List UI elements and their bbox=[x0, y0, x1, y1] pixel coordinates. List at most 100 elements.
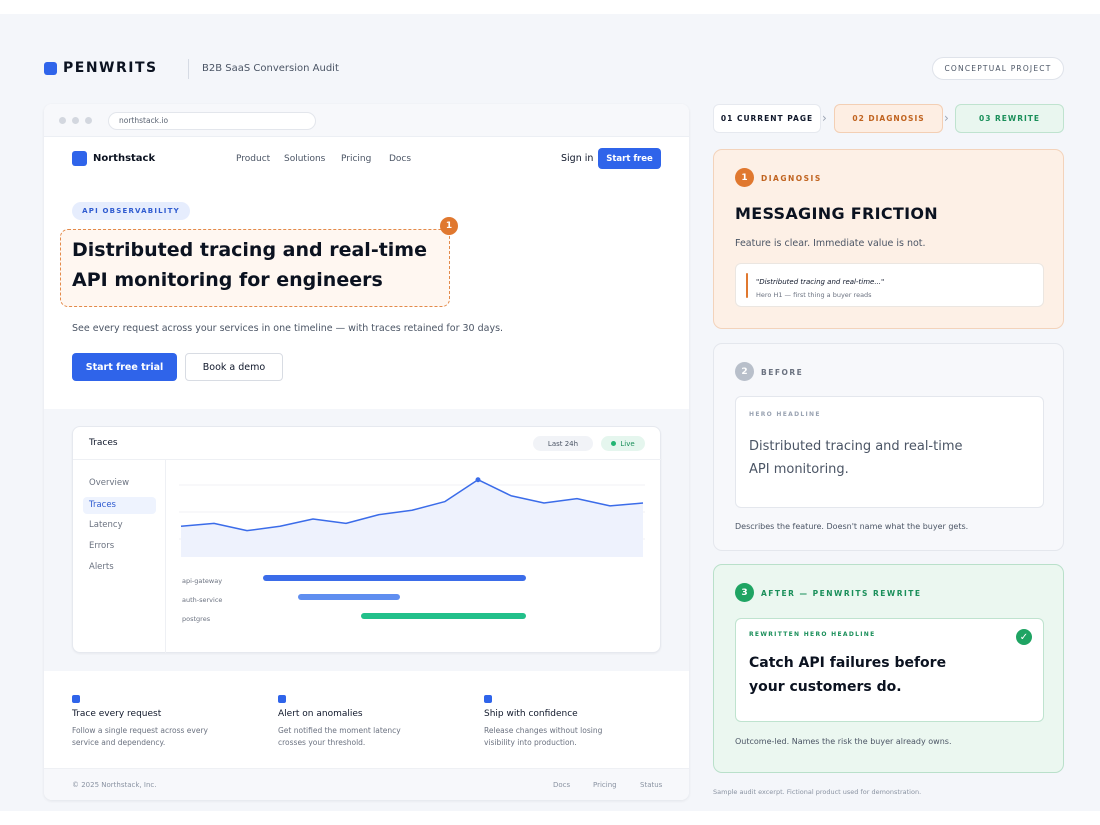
after-number-badge: 3 bbox=[735, 583, 754, 602]
bottom-strip bbox=[0, 811, 1100, 825]
hero-highlight-box bbox=[60, 229, 450, 307]
header-subtitle: B2B SaaS Conversion Audit bbox=[202, 63, 339, 74]
feature-desc: Follow a single request across every ser… bbox=[72, 725, 232, 749]
footer-link-docs[interactable]: Docs bbox=[553, 781, 571, 789]
dashboard-card: Traces Last 24h Live Overview Traces Lat… bbox=[72, 426, 662, 653]
step-rewrite[interactable]: 03 REWRITE bbox=[955, 104, 1064, 133]
sidebar-item-traces[interactable]: Traces bbox=[89, 500, 116, 510]
live-status-pill: Live bbox=[601, 436, 645, 451]
diagnosis-number-badge: 1 bbox=[735, 168, 754, 187]
sidebar-item-overview[interactable]: Overview bbox=[89, 478, 130, 488]
dashboard-divider bbox=[73, 459, 662, 460]
after-headline-box: REWRITTEN HERO HEADLINE ✓ Catch API fail… bbox=[735, 618, 1044, 722]
feature-desc: Release changes without losing visibilit… bbox=[484, 725, 644, 749]
nav-link-docs[interactable]: Docs bbox=[389, 154, 412, 164]
feature-desc: Get notified the moment latency crosses … bbox=[278, 725, 438, 749]
feature-bullet-icon bbox=[484, 695, 492, 703]
chart-peak-point bbox=[475, 477, 481, 483]
sidebar-item-latency[interactable]: Latency bbox=[89, 520, 123, 530]
footer-link-pricing[interactable]: Pricing bbox=[593, 781, 617, 789]
feature-title: Ship with confidence bbox=[484, 709, 578, 719]
before-headline-line2: API monitoring. bbox=[749, 462, 849, 477]
northstack-logo-icon bbox=[72, 151, 87, 166]
before-number-badge: 2 bbox=[735, 362, 754, 381]
window-dot-icon bbox=[59, 117, 66, 124]
before-headline-line1: Distributed tracing and real-time bbox=[749, 439, 963, 454]
after-headline-line1: Catch API failures before bbox=[749, 655, 947, 671]
chevron-right-icon: › bbox=[822, 111, 827, 125]
nav-link-product[interactable]: Product bbox=[236, 154, 271, 164]
quote-accent-bar bbox=[746, 273, 748, 298]
before-card: 2 BEFORE HERO HEADLINE Distributed traci… bbox=[713, 343, 1064, 551]
after-label: REWRITTEN HERO HEADLINE bbox=[749, 631, 876, 638]
quote-caption: Hero H1 — first thing a buyer reads bbox=[756, 291, 872, 299]
diagnosis-quote: "Distributed tracing and real-time..." H… bbox=[735, 263, 1044, 307]
northstack-brand[interactable]: Northstack bbox=[93, 153, 156, 164]
before-note: Describes the feature. Doesn't name what… bbox=[735, 522, 969, 531]
sidebar-item-errors[interactable]: Errors bbox=[89, 541, 115, 551]
annotation-marker: 1 bbox=[440, 217, 458, 235]
after-headline: Catch API failures before your customers… bbox=[749, 651, 1039, 699]
feature-desc-line: Follow a single request across every bbox=[72, 726, 208, 735]
footer-link-status[interactable]: Status bbox=[640, 781, 663, 789]
api-observability-badge: API OBSERVABILITY bbox=[72, 202, 190, 220]
time-range-pill[interactable]: Last 24h bbox=[533, 436, 593, 451]
live-status-label: Live bbox=[620, 439, 635, 448]
browser-window: northstack.io Northstack Product Solutio… bbox=[44, 104, 689, 800]
hero-subtext: See every request across your services i… bbox=[72, 323, 504, 334]
footnote: Sample audit excerpt. Fictional product … bbox=[713, 788, 922, 796]
feature-desc-line: crosses your threshold. bbox=[278, 738, 366, 747]
conceptual-project-tag: CONCEPTUAL PROJECT bbox=[932, 57, 1064, 80]
feature-desc-line: service and dependency. bbox=[72, 738, 166, 747]
after-headline-line2: your customers do. bbox=[749, 679, 902, 695]
sidebar-active-highlight bbox=[83, 497, 156, 514]
after-note: Outcome-led. Names the risk the buyer al… bbox=[735, 737, 952, 746]
start-free-button[interactable]: Start free bbox=[598, 148, 661, 169]
service-label-auth-service: auth-service bbox=[182, 596, 223, 604]
step-current-page[interactable]: 01 CURRENT PAGE bbox=[713, 104, 821, 133]
diagnosis-title: MESSAGING FRICTION bbox=[735, 204, 938, 223]
after-card: 3 AFTER — PENWRITS REWRITE REWRITTEN HER… bbox=[713, 564, 1064, 773]
diagnosis-eyebrow: DIAGNOSIS bbox=[761, 174, 822, 183]
brand-logo-icon bbox=[44, 61, 57, 75]
dashboard-sidebar-divider bbox=[165, 460, 166, 653]
service-label-postgres: postgres bbox=[182, 615, 211, 623]
start-free-trial-button[interactable]: Start free trial bbox=[72, 353, 177, 381]
after-eyebrow: AFTER — PENWRITS REWRITE bbox=[761, 589, 922, 598]
chart-area bbox=[181, 479, 643, 557]
penwrits-brand: PENWRITS bbox=[44, 60, 158, 76]
feature-bullet-icon bbox=[72, 695, 80, 703]
before-eyebrow: BEFORE bbox=[761, 368, 804, 377]
top-strip bbox=[0, 0, 1100, 14]
service-span-bar bbox=[360, 613, 527, 619]
hero-headline-line2: API monitoring for engineers bbox=[72, 269, 383, 291]
service-span-bar bbox=[297, 594, 401, 600]
service-label-api-gateway: api-gateway bbox=[182, 577, 223, 585]
window-dot-icon bbox=[85, 117, 92, 124]
before-headline-box: HERO HEADLINE Distributed tracing and re… bbox=[735, 396, 1044, 508]
brand-name: PENWRITS bbox=[63, 60, 158, 76]
window-dot-icon bbox=[72, 117, 79, 124]
feature-title: Alert on anomalies bbox=[278, 709, 363, 719]
step-diagnosis[interactable]: 02 DIAGNOSIS bbox=[834, 104, 943, 133]
checkmark-icon: ✓ bbox=[1016, 629, 1032, 645]
traces-line-chart bbox=[179, 477, 645, 557]
feature-title: Trace every request bbox=[72, 709, 162, 719]
nav-link-solutions[interactable]: Solutions bbox=[284, 154, 326, 164]
feature-desc-line: visibility into production. bbox=[484, 738, 577, 747]
dashboard-title: Traces bbox=[89, 438, 118, 448]
hero-headline-line1: Distributed tracing and real-time bbox=[72, 239, 427, 261]
diagnosis-card: 1 DIAGNOSIS MESSAGING FRICTION Feature i… bbox=[713, 149, 1064, 329]
sign-in-link[interactable]: Sign in bbox=[561, 153, 594, 164]
chevron-right-icon: › bbox=[944, 111, 949, 125]
before-headline: Distributed tracing and real-time API mo… bbox=[749, 435, 1039, 481]
feature-desc-line: Get notified the moment latency bbox=[278, 726, 401, 735]
footer-copyright: © 2025 Northstack, Inc. bbox=[72, 781, 157, 789]
diagnosis-subtitle: Feature is clear. Immediate value is not… bbox=[735, 238, 926, 249]
url-bar[interactable]: northstack.io bbox=[108, 112, 316, 130]
sidebar-item-alerts[interactable]: Alerts bbox=[89, 562, 114, 572]
nav-link-pricing[interactable]: Pricing bbox=[341, 154, 372, 164]
service-span-bar bbox=[262, 575, 527, 581]
book-demo-button[interactable]: Book a demo bbox=[185, 353, 283, 381]
browser-chrome: northstack.io bbox=[44, 104, 689, 137]
